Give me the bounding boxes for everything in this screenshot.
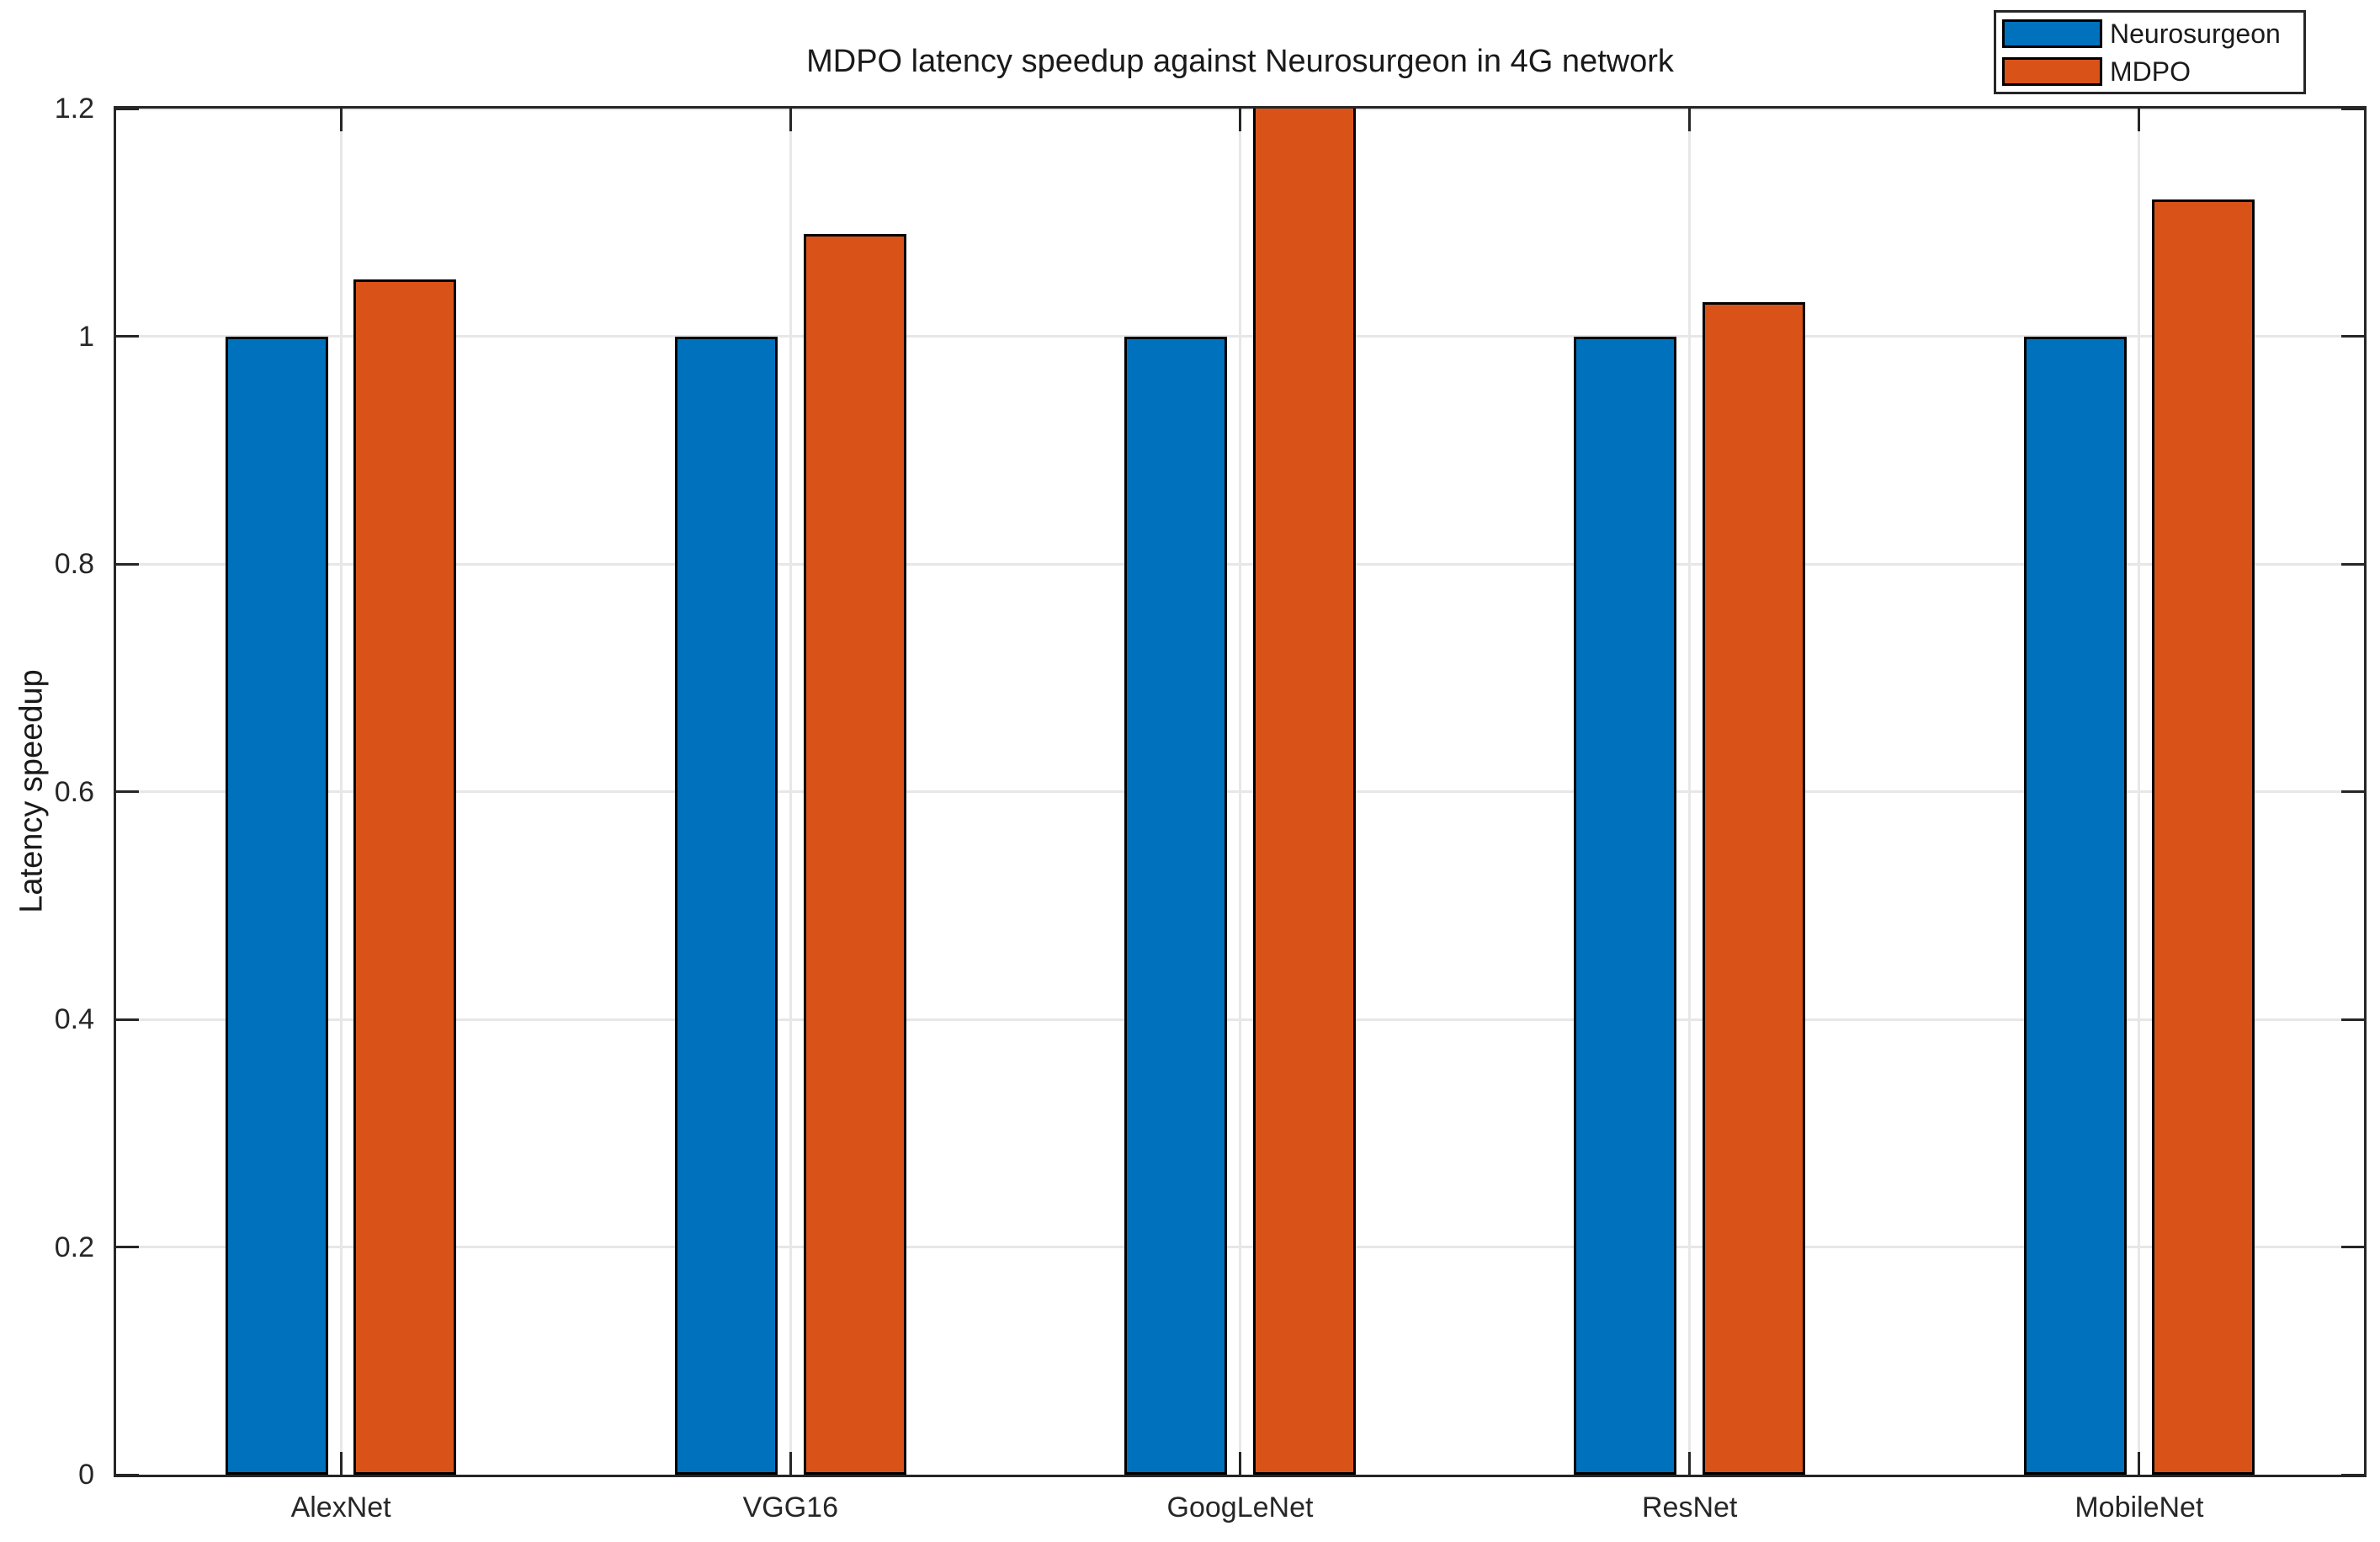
y-tick-label: 1.2 (54, 93, 94, 125)
x-tick-top (789, 109, 792, 131)
x-tick-top (2138, 109, 2141, 131)
y-tick-left (116, 562, 139, 566)
y-tick-left (116, 790, 139, 793)
x-tick-label-vgg16: VGG16 (742, 1491, 838, 1523)
neurosurgeon-swatch-icon (2002, 19, 2102, 48)
x-tick-label-alexnet: AlexNet (290, 1491, 391, 1523)
x-tick-bottom (1239, 1452, 1241, 1475)
x-tick-bottom (339, 1452, 343, 1475)
y-tick-right (2341, 1018, 2364, 1021)
y-tick-left (116, 1246, 139, 1248)
y-tick-left (116, 1018, 139, 1021)
y-tick-label: 0.6 (54, 775, 94, 808)
legend: Neurosurgeon MDPO (1994, 10, 2306, 94)
x-tick-bottom (789, 1452, 792, 1475)
mdpo-swatch-icon (2002, 56, 2102, 86)
legend-row-neurosurgeon: Neurosurgeon (2002, 19, 2303, 48)
bar-mdpo-mobilenet (2152, 199, 2255, 1475)
y-tick-label: 0 (78, 1459, 94, 1491)
y-tick-right (2341, 562, 2364, 566)
x-tick-top (1688, 109, 1692, 131)
x-tick-label-googlenet: GoogLeNet (1166, 1491, 1314, 1523)
bar-neurosurgeon-googlenet (1124, 336, 1228, 1475)
vertical-gridline (1688, 109, 1692, 1475)
y-tick-label: 0.4 (54, 1003, 94, 1035)
y-tick-left (116, 335, 139, 338)
vertical-gridline (1239, 109, 1241, 1475)
x-tick-bottom (1688, 1452, 1692, 1475)
vertical-gridline (339, 109, 343, 1475)
x-tick-top (339, 109, 343, 131)
chart-title: MDPO latency speedup against Neurosurgeo… (806, 44, 1674, 79)
vertical-gridline (2138, 109, 2141, 1475)
bar-neurosurgeon-vgg16 (674, 336, 778, 1475)
x-tick-label-mobilenet: MobileNet (2075, 1491, 2204, 1523)
x-tick-bottom (2138, 1452, 2141, 1475)
y-tick-label: 0.2 (54, 1231, 94, 1263)
x-tick-label-resnet: ResNet (1642, 1491, 1738, 1523)
y-tick-left (116, 1473, 139, 1475)
plot-area (114, 106, 2367, 1477)
vertical-gridline (789, 109, 792, 1475)
y-tick-right (2341, 109, 2364, 110)
legend-label-mdpo: MDPO (2110, 56, 2191, 87)
bar-mdpo-googlenet (1252, 109, 1356, 1475)
bar-neurosurgeon-resnet (1574, 336, 1677, 1475)
bar-neurosurgeon-mobilenet (2023, 336, 2127, 1475)
y-tick-right (2341, 335, 2364, 338)
y-tick-right (2341, 790, 2364, 793)
legend-row-mdpo: MDPO (2002, 56, 2303, 87)
bar-mdpo-resnet (1702, 301, 1806, 1475)
bar-neurosurgeon-alexnet (225, 336, 328, 1475)
bar-mdpo-alexnet (353, 279, 457, 1475)
y-tick-right (2341, 1473, 2364, 1475)
y-tick-label: 0.8 (54, 548, 94, 580)
y-tick-label: 1 (78, 320, 94, 353)
y-tick-right (2341, 1246, 2364, 1248)
x-tick-top (1239, 109, 1241, 131)
bar-mdpo-vgg16 (803, 233, 906, 1475)
y-tick-left (116, 109, 139, 110)
legend-label-neurosurgeon: Neurosurgeon (2110, 18, 2281, 49)
